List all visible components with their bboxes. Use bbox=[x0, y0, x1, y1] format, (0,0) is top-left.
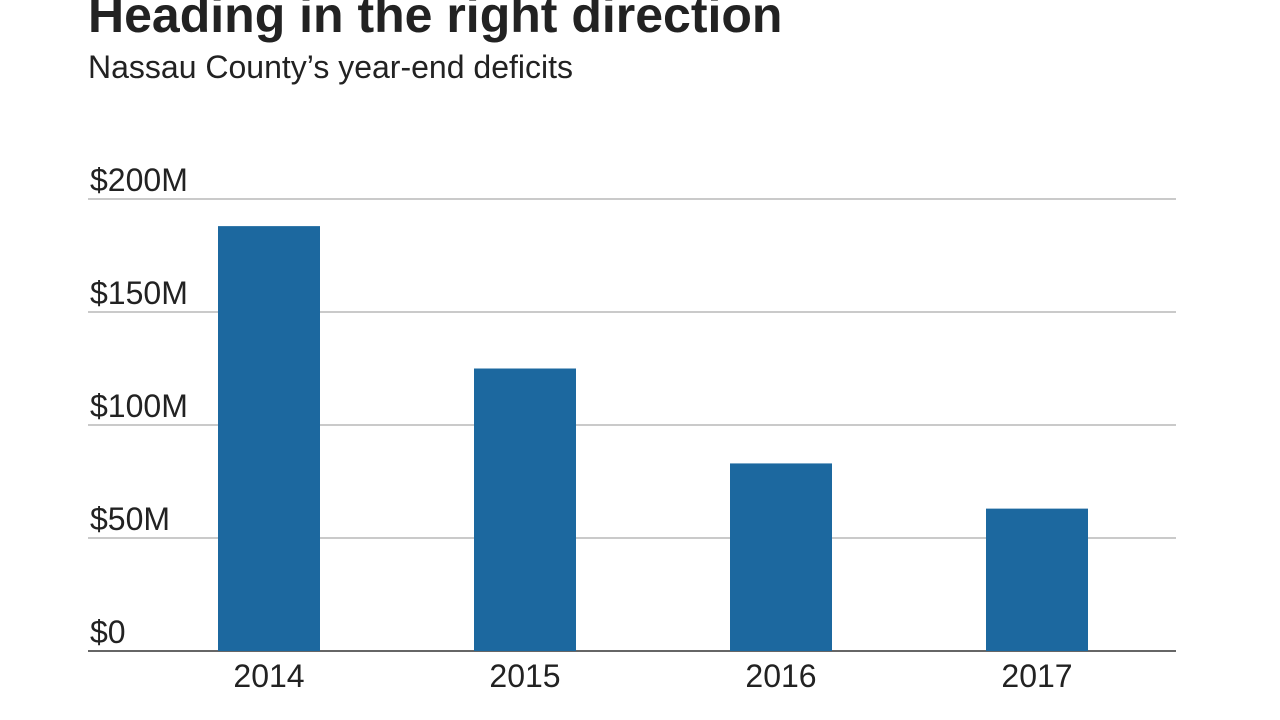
y-tick-label: $100M bbox=[90, 388, 188, 424]
x-tick-label: 2017 bbox=[1001, 658, 1072, 694]
y-tick-label: $200M bbox=[90, 162, 188, 198]
x-tick-label: 2014 bbox=[233, 658, 304, 694]
chart-subtitle: Nassau County’s year-end deficits bbox=[88, 49, 573, 85]
y-tick-label: $150M bbox=[90, 275, 188, 311]
y-tick-label: $0 bbox=[90, 614, 126, 650]
chart-title: Heading in the right direction bbox=[88, 0, 782, 43]
y-tick-label: $50M bbox=[90, 501, 170, 537]
bar bbox=[218, 226, 320, 651]
bar bbox=[730, 463, 832, 651]
bar bbox=[474, 368, 576, 651]
x-tick-label: 2015 bbox=[489, 658, 560, 694]
bar bbox=[986, 508, 1088, 651]
x-tick-label: 2016 bbox=[745, 658, 816, 694]
